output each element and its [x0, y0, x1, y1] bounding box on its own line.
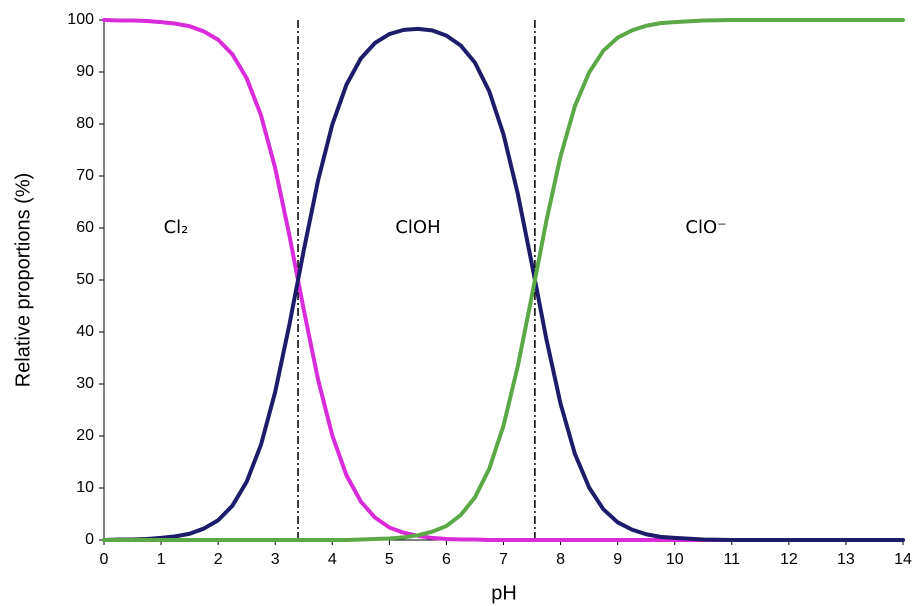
series-label: ClO⁻ — [685, 217, 726, 238]
x-axis-title: pH — [491, 582, 517, 604]
y-tick-label: 10 — [76, 479, 94, 496]
y-tick-label: 30 — [76, 375, 94, 392]
x-tick-label: 1 — [157, 551, 166, 568]
x-tick-label: 7 — [499, 551, 508, 568]
y-tick-label: 20 — [76, 427, 94, 444]
y-tick-label: 60 — [76, 219, 94, 236]
series-line — [102, 18, 905, 542]
series-line — [102, 18, 905, 542]
x-tick-label: 8 — [556, 551, 565, 568]
x-tick-label: 10 — [666, 551, 684, 568]
y-tick-label: 80 — [76, 115, 94, 132]
series-label: Cl₂ — [164, 217, 189, 238]
x-tick-label: 6 — [442, 551, 451, 568]
x-tick-label: 2 — [214, 551, 223, 568]
x-tick-label: 5 — [385, 551, 394, 568]
y-tick-label: 90 — [76, 63, 94, 80]
series-line — [102, 26, 905, 542]
x-tick-label: 14 — [894, 551, 912, 568]
y-tick-label: 100 — [67, 11, 94, 28]
x-tick-label: 13 — [837, 551, 855, 568]
x-tick-label: 3 — [271, 551, 280, 568]
y-tick-label: 70 — [76, 167, 94, 184]
series-label: ClOH — [395, 217, 440, 238]
x-tick-label: 0 — [100, 551, 109, 568]
y-tick-label: 40 — [76, 323, 94, 340]
x-tick-label: 9 — [613, 551, 622, 568]
x-tick-label: 4 — [328, 551, 337, 568]
x-tick-label: 11 — [723, 551, 740, 568]
y-tick-label: 0 — [85, 531, 94, 548]
x-tick-label: 12 — [780, 551, 798, 568]
y-axis-title: Relative proportions (%) — [12, 173, 34, 388]
y-tick-label: 50 — [76, 271, 94, 288]
